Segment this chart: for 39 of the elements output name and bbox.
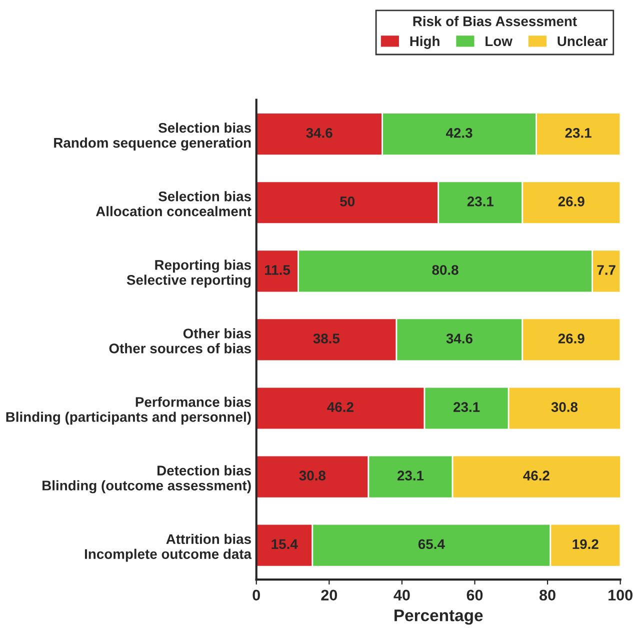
data-label: 23.1: [454, 402, 480, 412]
legend-title: Risk of Bias Assessment: [413, 16, 577, 26]
data-label: 42.3: [446, 128, 472, 138]
x-tick-label: 40: [394, 590, 410, 601]
data-label: 26.9: [558, 196, 584, 206]
data-label: 46.2: [327, 402, 354, 412]
data-label: 23.1: [467, 196, 494, 206]
data-label: 23.1: [397, 470, 424, 481]
y-tick-label: Attrition bias Incomplete outcome data: [84, 534, 252, 562]
data-label: 34.6: [306, 128, 332, 138]
data-label: 50: [340, 196, 355, 206]
y-tick-label: Performance bias Blinding (participants and personnel): [6, 396, 251, 425]
data-label: 11.5: [265, 265, 290, 275]
legend-label: Unclear: [558, 36, 608, 46]
x-tick-label: 0: [252, 590, 260, 601]
x-tick-label: 100: [608, 590, 632, 601]
x-axis-title: Percentage: [394, 610, 483, 625]
legend-label: Low: [486, 36, 512, 46]
data-label: 46.2: [523, 470, 550, 481]
data-label: 23.1: [565, 128, 592, 138]
data-label: 30.8: [551, 402, 578, 412]
data-label: 15.4: [272, 539, 298, 550]
data-label: 26.9: [558, 334, 584, 344]
x-tick-label: 60: [466, 590, 483, 601]
y-tick-label: Other bias Other sources of bias: [109, 328, 251, 354]
x-tick-label: 80: [540, 590, 556, 601]
data-label: 38.5: [313, 334, 340, 344]
data-label: 30.8: [299, 470, 326, 481]
y-tick-label: Reporting bias Selective reporting: [126, 260, 251, 288]
data-label: 7.7: [597, 265, 616, 275]
x-tick-label: 20: [321, 590, 338, 601]
data-label: 65.4: [418, 539, 445, 550]
legend-label: High: [410, 36, 440, 49]
data-label: 19.2: [572, 539, 598, 550]
y-tick-label: Selection bias Random sequence generation: [54, 122, 251, 151]
y-tick-label: Selection bias Allocation concealment: [96, 191, 252, 216]
data-label: 80.8: [432, 265, 458, 275]
y-tick-label: Detection bias Blinding (outcome assessment): [42, 465, 251, 494]
data-label: 34.6: [446, 334, 472, 344]
